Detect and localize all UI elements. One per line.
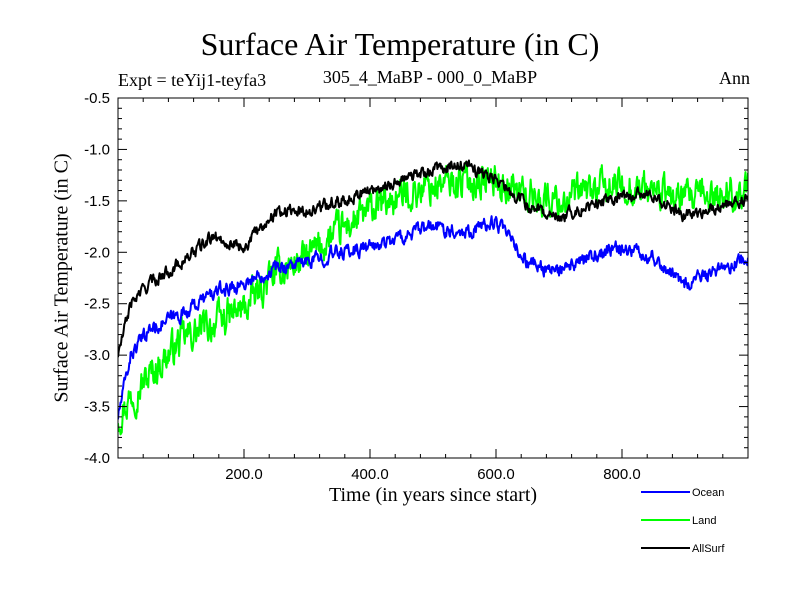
series-line-allsurf (118, 159, 748, 358)
x-tick-label: 200.0 (225, 466, 263, 483)
series-line-ocean (118, 215, 748, 420)
y-tick-label: -4.0 (84, 450, 110, 467)
y-tick-label: -3.5 (84, 399, 110, 416)
chart-subtitle: 305_4_MaBP - 000_0_MaBP (322, 67, 538, 87)
legend-label-allsurf: AllSurf (692, 543, 725, 555)
y-tick-label: -2.5 (84, 296, 110, 313)
series-line-land (118, 161, 748, 436)
legend-label-ocean: Ocean (692, 487, 724, 499)
y-tick-label: -1.0 (84, 141, 110, 158)
y-tick-label: -3.0 (84, 347, 110, 364)
experiment-label: Expt = teYij1-teyfa3 (118, 70, 267, 90)
legend-label-land: Land (692, 515, 716, 527)
y-tick-label: -2.0 (84, 244, 110, 261)
x-axis-label: Time (in years since start) (328, 484, 538, 506)
y-tick-label: -0.5 (84, 90, 110, 107)
x-tick-label: 800.0 (603, 466, 641, 483)
plot-frame (117, 97, 749, 459)
period-label: Ann (719, 68, 750, 88)
x-tick-label: 600.0 (477, 466, 515, 483)
y-tick-label: -1.5 (84, 193, 110, 210)
chart-title: Surface Air Temperature (in C) (200, 26, 600, 62)
x-tick-label: 400.0 (351, 466, 389, 483)
